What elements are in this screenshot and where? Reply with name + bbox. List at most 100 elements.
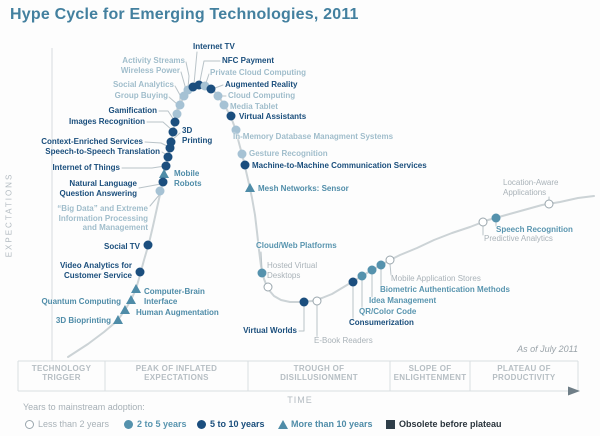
nfc-payment-label-line: NFC Payment — [222, 56, 275, 66]
social-analytics-marker — [175, 100, 185, 110]
phase-label-line: PEAK OF INFLATED — [135, 364, 218, 373]
legend-entry-label: Less than 2 years — [38, 419, 110, 429]
predictive-analytics-label-line: Predictive Analytics — [484, 234, 553, 244]
human-augmentation-label: Human Augmentation — [136, 308, 219, 318]
hosted-virtual-desktops-marker — [263, 282, 273, 292]
location-aware-applications-label-line: Location-Aware — [503, 178, 559, 188]
social-tv-label-line: Social TV — [103, 242, 140, 252]
phase-label-line: EXPECTATIONS — [144, 373, 209, 382]
mesh-networks-sensor-marker — [245, 183, 255, 193]
3d-bioprinting-label-line: 3D Bioprinting — [55, 316, 111, 326]
3d-printing-marker — [166, 137, 176, 147]
leader-line-activity-streams — [185, 61, 190, 89]
page-title: Hype Cycle for Emerging Technologies, 20… — [10, 6, 359, 23]
leader-line-natural-language — [138, 183, 162, 189]
group-buying-marker — [172, 109, 182, 119]
3d-printing-label: 3D Printing — [182, 126, 212, 145]
context-enriched-services-label-line: Context-Enriched Services — [41, 137, 143, 147]
leader-line-virtual-worlds — [298, 305, 305, 332]
context-enriched-services-marker — [165, 143, 175, 153]
obsolete-before-plateau-legend-icon — [386, 420, 395, 429]
location-aware-applications-label: Location-Aware Applications — [503, 178, 558, 197]
video-analytics-for-customer-service-label-line: Video Analytics for — [59, 261, 132, 271]
biometric-authentication-methods-label: Biometric Authentication Methods — [380, 285, 510, 295]
predictive-analytics-marker — [478, 217, 488, 227]
group-buying-label: Group Buying — [115, 91, 168, 101]
location-aware-applications-label-line: Applications — [503, 187, 547, 197]
3d-bioprinting-label: 3D Bioprinting — [56, 316, 111, 326]
virtual-worlds-label-line: Virtual Worlds — [243, 326, 297, 336]
leader-line-cloud-web-platforms — [260, 251, 263, 270]
phase-label-line: DISILLUSIONMENT — [280, 373, 358, 382]
natural-language-question-answering-label: Natural Language Question Answering — [60, 179, 138, 198]
quantum-computing-label-line: Quantum Computing — [41, 297, 121, 307]
phase-label-peak-of-inflated: PEAK OF INFLATED EXPECTATIONS — [136, 364, 218, 382]
qr-color-code-marker — [357, 271, 367, 281]
social-analytics-label-line: Social Analytics — [112, 80, 174, 90]
3d-printing-label-line: Printing — [182, 135, 213, 145]
nfc-payment-label: NFC Payment — [222, 56, 274, 66]
e-book-readers-label-line: E-Book Readers — [314, 336, 373, 346]
hype-curve — [67, 84, 595, 358]
as-of-date: As of July 2011 — [517, 344, 578, 354]
activity-streams-label-line: Activity Streams — [122, 56, 185, 66]
3d-bioprinting-marker — [113, 315, 123, 325]
internet-tv-label-line: Internet TV — [193, 42, 235, 52]
mobile-application-stores-marker — [385, 255, 395, 265]
natural-language-question-answering-label-line: Question Answering — [59, 188, 138, 198]
mobile-application-stores-label-line: Mobile Application Stores — [391, 274, 481, 284]
idea-management-label-line: Idea Management — [369, 296, 437, 306]
leader-line-mobile-application-stores — [389, 263, 392, 276]
mobile-robots-label-line: Mobile — [174, 169, 200, 179]
hosted-virtual-desktops-label: Hosted Virtual Desktops — [267, 261, 317, 280]
human-augmentation-marker — [120, 305, 130, 315]
gesture-recognition-label-line: Gesture Recognition — [249, 149, 328, 159]
speech-to-speech-translation-marker — [163, 152, 173, 162]
speech-recognition-marker — [491, 213, 501, 223]
machine-to-machine-communication-services-marker — [240, 160, 250, 170]
leader-line-big-data-and-extreme — [149, 193, 161, 207]
3d-printing-label-line: 3D — [182, 126, 193, 136]
augmented-reality-label-line: Augmented Reality — [225, 80, 298, 90]
y-axis-label: EXPECTATIONS — [4, 172, 14, 258]
biometric-authentication-methods-marker — [376, 260, 386, 270]
big-data-and-extreme-information-processing-and-management-label-line: Information Processing — [58, 213, 148, 223]
gamification-label: Gamification — [109, 106, 157, 116]
e-book-readers-label: E-Book Readers — [314, 336, 373, 346]
media-tablet-label: Media Tablet — [230, 102, 278, 112]
in-memory-database-managment-systems-marker — [231, 125, 241, 135]
private-cloud-computing-label: Private Cloud Computing — [210, 68, 306, 78]
media-tablet-marker — [219, 100, 229, 110]
gesture-recognition-marker — [237, 149, 247, 159]
legend-entry-label: Obsolete before plateau — [399, 419, 502, 429]
video-analytics-for-customer-service-marker — [135, 267, 145, 277]
private-cloud-computing-label-line: Private Cloud Computing — [210, 68, 306, 78]
phase-label-line: ENLIGHTENMENT — [393, 373, 467, 382]
social-tv-marker — [143, 240, 153, 250]
natural-language-question-answering-label-line: Natural Language — [69, 179, 137, 189]
virtual-assistants-label: Virtual Assistants — [239, 112, 306, 122]
internet-of-things-marker — [161, 161, 171, 171]
images-recognition-marker — [168, 127, 178, 137]
legend-entry-label: More than 10 years — [291, 419, 373, 429]
idea-management-label: Idea Management — [369, 296, 436, 306]
predictive-analytics-label: Predictive Analytics — [484, 234, 553, 244]
gamification-marker — [170, 117, 180, 127]
5-to-10-years-legend-icon — [197, 420, 206, 429]
legend-entry-more-than-10-years: More than 10 years — [278, 419, 373, 429]
consumerization-label: Consumerization — [349, 318, 414, 328]
2-to-5-years-legend-icon — [124, 420, 133, 429]
hosted-virtual-desktops-label-line: Desktops — [267, 270, 301, 280]
phase-label-slope-of: SLOPE OF ENLIGHTENMENT — [394, 364, 467, 382]
big-data-and-extreme-information-processing-and-management-label: “Big Data” and Extreme Information Proces… — [57, 204, 148, 233]
nfc-payment-marker — [194, 80, 204, 90]
legend-entry-label: 2 to 5 years — [137, 419, 187, 429]
in-memory-database-managment-systems-label: In-Memory Database Managment Systems — [233, 132, 393, 142]
hosted-virtual-desktops-label-line: Hosted Virtual — [267, 261, 318, 271]
leader-line-gamification — [158, 110, 175, 121]
idea-management-marker — [367, 265, 377, 275]
mesh-networks-sensor-label-line: Mesh Networks: Sensor — [258, 184, 349, 194]
x-axis-label: TIME — [287, 395, 313, 405]
cloud-computing-label: Cloud Computing — [228, 91, 295, 101]
